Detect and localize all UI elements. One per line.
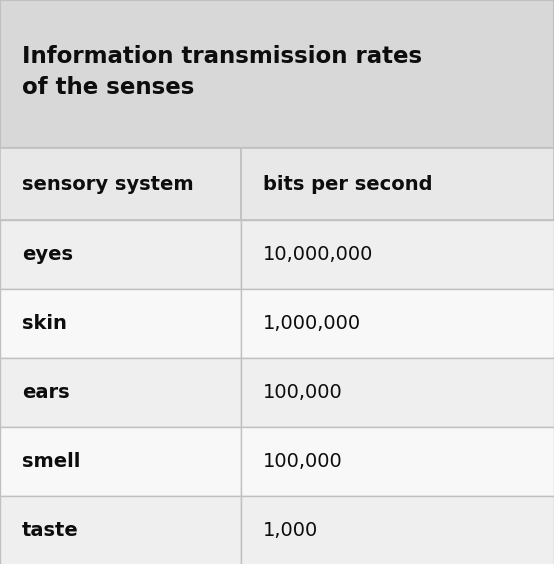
Bar (0, 148, 241, 220)
Text: eyes: eyes (22, 245, 73, 264)
Text: skin: skin (22, 314, 67, 333)
Text: 100,000: 100,000 (263, 452, 343, 471)
Bar (0, 220, 241, 289)
Bar (0, 0, 554, 148)
Bar (0, 289, 241, 358)
Bar (241, 358, 554, 427)
Text: ears: ears (22, 383, 70, 402)
Bar (0, 358, 241, 427)
Text: Information transmission rates
of the senses: Information transmission rates of the se… (22, 45, 422, 99)
Text: 10,000,000: 10,000,000 (263, 245, 373, 264)
Bar (0, 496, 241, 564)
Text: taste: taste (22, 521, 79, 540)
Bar (241, 220, 554, 289)
Text: sensory system: sensory system (22, 174, 194, 193)
Text: smell: smell (22, 452, 80, 471)
Bar (241, 148, 554, 220)
Text: 1,000: 1,000 (263, 521, 318, 540)
Bar (241, 427, 554, 496)
Text: 1,000,000: 1,000,000 (263, 314, 361, 333)
Bar (241, 289, 554, 358)
Text: bits per second: bits per second (263, 174, 433, 193)
Bar (0, 427, 241, 496)
Bar (241, 496, 554, 564)
Text: 100,000: 100,000 (263, 383, 343, 402)
